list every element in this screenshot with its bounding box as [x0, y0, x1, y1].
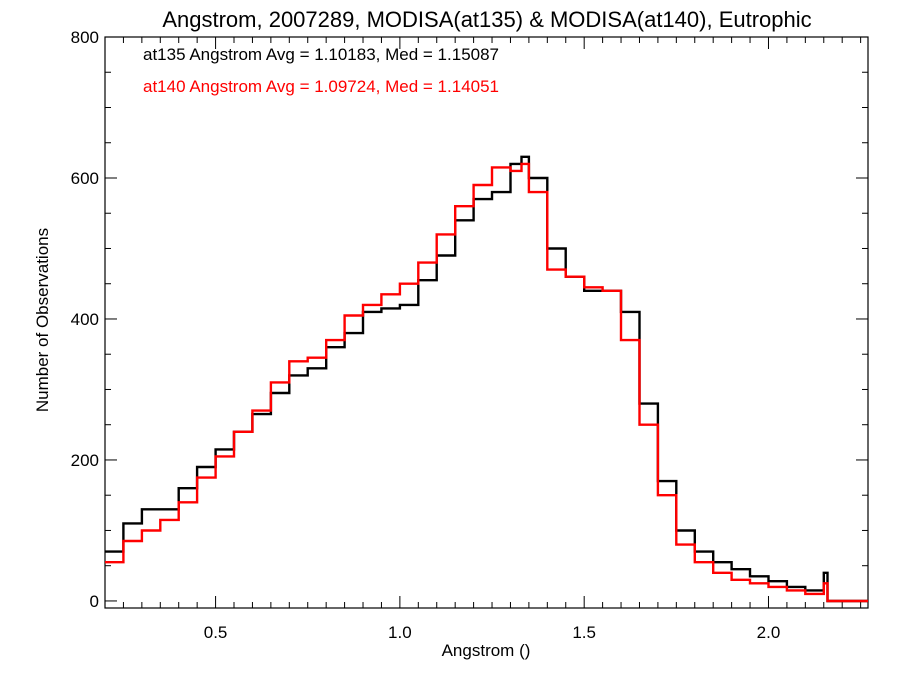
y-tick-label: 0	[90, 592, 99, 611]
x-tick-label: 1.5	[572, 623, 596, 642]
y-axis-label: Number of Observations	[33, 228, 52, 412]
x-tick-label: 2.0	[757, 623, 781, 642]
y-tick-label: 600	[71, 169, 99, 188]
x-axis-label: Angstrom ()	[442, 641, 531, 660]
series-layer	[105, 155, 868, 603]
series-at140-line	[105, 162, 868, 603]
y-tick-label: 400	[71, 310, 99, 329]
y-tick-label: 800	[71, 28, 99, 47]
annotation-at135-stats: at135 Angstrom Avg = 1.10183, Med = 1.15…	[143, 45, 499, 64]
plot-frame	[104, 36, 869, 609]
x-tick-label: 1.0	[388, 623, 412, 642]
chart-title: Angstrom, 2007289, MODISA(at135) & MODIS…	[162, 7, 811, 32]
y-tick-label: 200	[71, 451, 99, 470]
axis-ticks: 0.5 1.0 1.5 2.0 0 200 400 600 800	[71, 28, 868, 642]
annotation-at140-stats: at140 Angstrom Avg = 1.09724, Med = 1.14…	[143, 77, 499, 96]
x-tick-label: 0.5	[204, 623, 228, 642]
